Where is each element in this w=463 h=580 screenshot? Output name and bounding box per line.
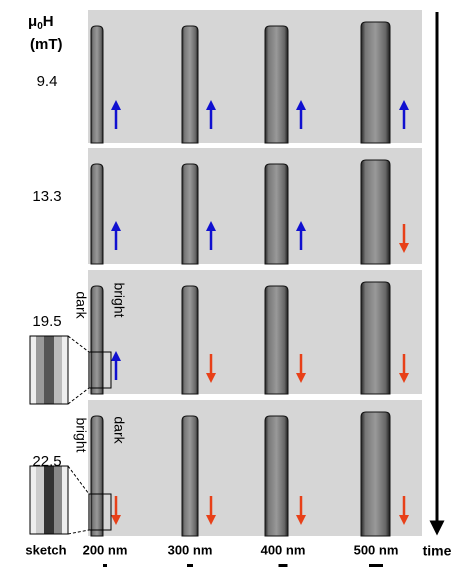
sketch-stripe	[30, 336, 36, 404]
annotation: dark	[73, 291, 89, 319]
scale-bar	[187, 564, 193, 567]
nanowire	[360, 411, 391, 537]
sketch-stripe	[62, 336, 68, 404]
width-label: 300 nm	[168, 542, 213, 557]
sketch-stripe	[54, 466, 62, 534]
nanowire	[90, 415, 104, 537]
nanowire	[90, 163, 104, 265]
annotation: bright	[111, 282, 127, 317]
annotation: bright	[73, 417, 89, 452]
zoom-line	[67, 465, 90, 495]
zoom-box	[88, 351, 112, 389]
nanowire	[90, 285, 104, 395]
nanowire	[264, 163, 289, 265]
sketch-stripe	[44, 336, 54, 404]
width-label: 500 nm	[354, 542, 399, 557]
zoom-line	[67, 335, 90, 353]
field-value: 13.3	[32, 188, 61, 205]
sketch-stripe	[30, 466, 36, 534]
nanowire	[264, 25, 289, 144]
nanowire	[360, 21, 391, 144]
nanowire	[264, 285, 289, 395]
nanowire	[181, 163, 199, 265]
sketch-stripe	[44, 466, 54, 534]
time-label: time	[423, 543, 452, 559]
nanowire	[264, 415, 289, 537]
nanowire	[90, 25, 104, 144]
sketch-stripe	[62, 466, 68, 534]
field-value: 19.5	[32, 313, 61, 330]
scale-bar	[369, 564, 383, 567]
zoom-box	[88, 493, 112, 531]
scale-bar	[103, 564, 107, 567]
sketch-stripe	[36, 466, 44, 534]
annotation: dark	[111, 416, 127, 444]
zoom-line	[67, 387, 90, 405]
sketch-frame	[29, 335, 69, 405]
nanowire	[360, 281, 391, 395]
sketch-stripe	[54, 336, 62, 404]
nanowire	[181, 415, 199, 537]
nanowire	[360, 159, 391, 265]
sketch-label: sketch	[25, 542, 66, 557]
zoom-line	[67, 529, 90, 535]
width-label: 200 nm	[83, 542, 128, 557]
sketch-frame	[29, 465, 69, 535]
nanowire	[181, 25, 199, 144]
nanowire	[181, 285, 199, 395]
width-label: 400 nm	[261, 542, 306, 557]
field-value: 9.4	[37, 73, 58, 90]
scale-bar	[278, 564, 288, 567]
axis-label: μ0H	[28, 13, 54, 32]
axis-unit: (mT)	[30, 36, 63, 53]
sketch-stripe	[36, 336, 44, 404]
